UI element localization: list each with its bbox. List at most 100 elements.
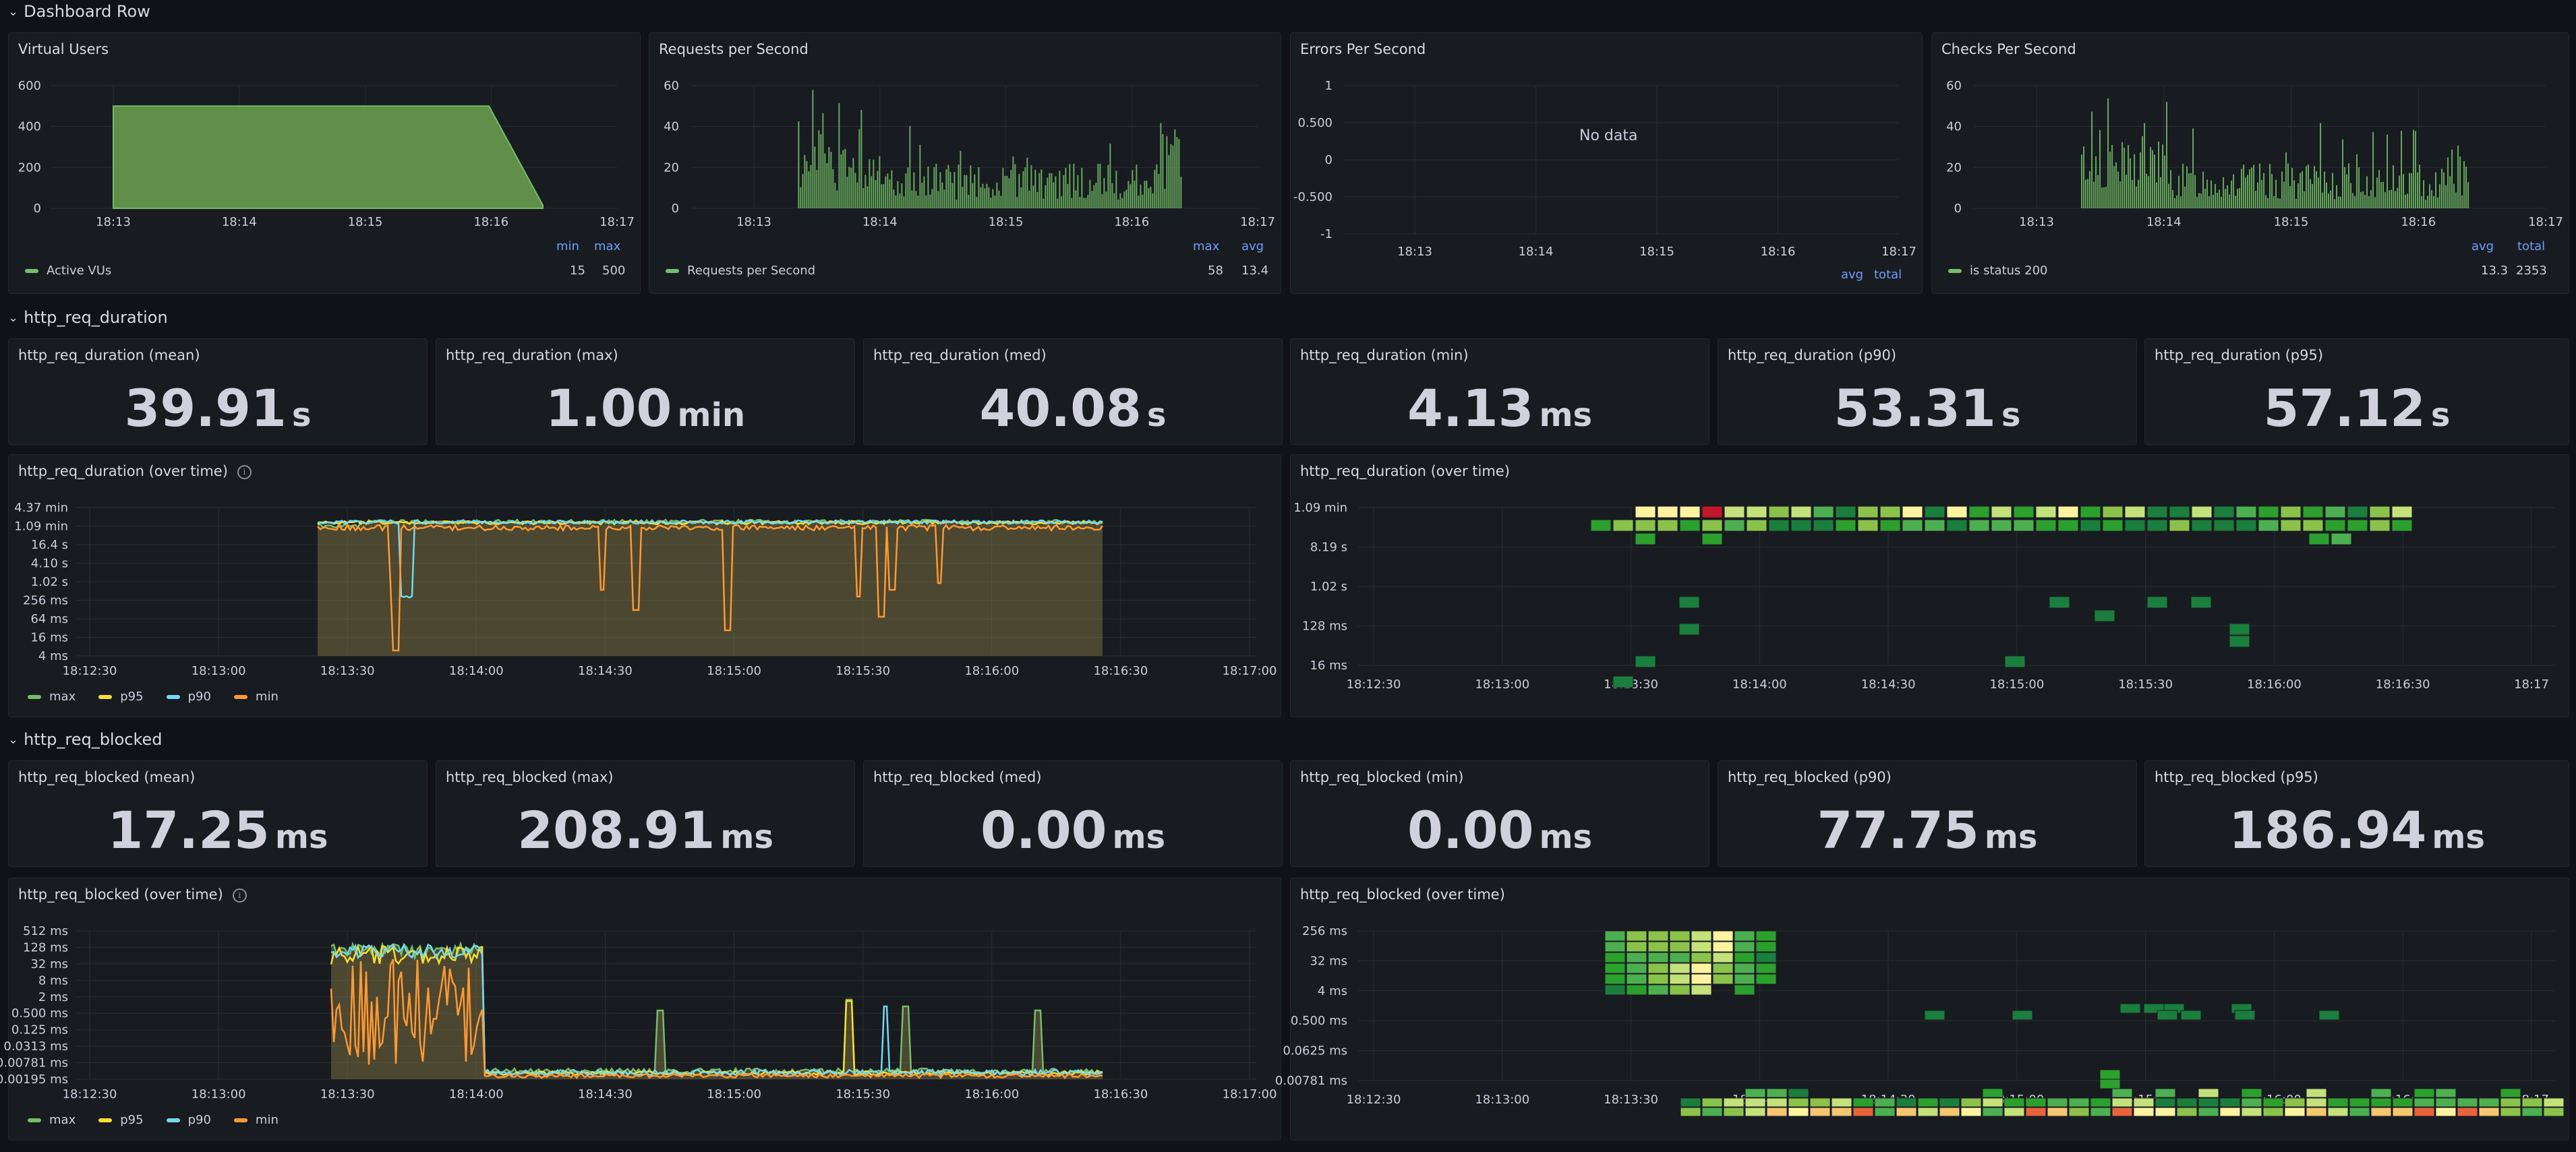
- legend-header-max[interactable]: max: [594, 239, 621, 253]
- heatmap-cell: [2035, 506, 2057, 518]
- bar: [1093, 185, 1095, 208]
- series-color-swatch: [98, 1118, 113, 1122]
- heatmap-cell: [2049, 596, 2070, 609]
- bar: [1065, 167, 1067, 208]
- heatmap-cell: [1669, 930, 1691, 942]
- legend-header-total[interactable]: total: [2517, 239, 2546, 253]
- stat-panel[interactable]: http_req_duration (p90) 53.31 s: [1718, 338, 2137, 445]
- heatmap-cell: [1590, 519, 1612, 532]
- bar: [2415, 131, 2417, 208]
- legend-item[interactable]: p95: [98, 1113, 144, 1127]
- heatmap-cell: [1657, 519, 1678, 532]
- bar: [2352, 193, 2354, 208]
- heatmap-cell: [1604, 930, 1626, 942]
- panel-http-req-duration-over-time[interactable]: http_req_duration (over time) i 4.37 min 1…: [8, 454, 1281, 717]
- heatmap-cell: [2176, 1107, 2198, 1117]
- heatmap-cell: [2094, 609, 2115, 622]
- heatmap-cell: [2327, 1107, 2349, 1117]
- heatmap-cell: [2133, 1097, 2155, 1108]
- info-circle-icon[interactable]: i: [237, 464, 252, 479]
- bar: [2403, 174, 2405, 208]
- bar: [2136, 186, 2138, 208]
- stat-panel[interactable]: http_req_duration (mean) 39.91 s: [8, 338, 428, 445]
- bar: [1012, 156, 1014, 208]
- stat-value: 39.91 s: [9, 378, 427, 438]
- legend-header-avg[interactable]: avg: [2471, 239, 2494, 253]
- stat-panel[interactable]: http_req_blocked (med) 0.00 ms: [863, 760, 1283, 867]
- panel-errors-per-second[interactable]: Errors Per Second 1 0.500 0 -0.500 -1 18:13 18…: [1290, 32, 1923, 294]
- legend-item[interactable]: max: [28, 690, 76, 704]
- panel-requests-per-second[interactable]: Requests per Second 60 40 20 0 18:13 18:14 18:…: [649, 32, 1281, 294]
- bar: [2455, 192, 2457, 208]
- heatmap-cell: [2521, 1097, 2543, 1108]
- panel-virtual-users[interactable]: Virtual Users 600 400 200 0 18:13 18:14 18:15 1…: [8, 32, 641, 294]
- x-tick-label: 18:14:30: [1861, 677, 1916, 692]
- heatmap-cell: [1678, 623, 1700, 636]
- bar: [877, 171, 879, 208]
- legend-item[interactable]: min: [233, 690, 279, 704]
- heatmap-cell: [1831, 1097, 1852, 1108]
- stat-panel[interactable]: http_req_duration (min) 4.13 ms: [1290, 338, 1709, 445]
- stat-value: 53.31 s: [1718, 378, 2136, 438]
- legend-header-max[interactable]: max: [1193, 239, 1220, 253]
- bar: [2221, 196, 2223, 208]
- info-circle-icon[interactable]: i: [232, 888, 247, 903]
- row-header-http-req-duration[interactable]: ⌄ http_req_duration: [8, 306, 168, 329]
- legend-item[interactable]: Active VUs: [25, 264, 111, 278]
- bar: [2196, 196, 2198, 208]
- legend-header-total[interactable]: total: [1874, 268, 1902, 282]
- stat-panel[interactable]: http_req_duration (p95) 57.12 s: [2144, 338, 2569, 445]
- heatmap-cell: [2111, 1097, 2133, 1108]
- y-tick-label: 1: [1325, 79, 1333, 93]
- heatmap-cell: [2124, 519, 2146, 532]
- legend-item[interactable]: p90: [166, 1113, 211, 1127]
- bar: [2279, 198, 2281, 208]
- heatmap-cell: [2119, 1003, 2141, 1014]
- heatmap-cell: [2229, 635, 2250, 648]
- panel-http-req-blocked-heatmap[interactable]: http_req_blocked (over time) 256 ms 32 ms…: [1275, 878, 2569, 1141]
- bar: [800, 187, 802, 208]
- stat-panel[interactable]: http_req_blocked (max) 208.91 ms: [436, 760, 855, 867]
- legend-item[interactable]: is status 200: [1948, 264, 2048, 278]
- stat-panel[interactable]: http_req_blocked (p95) 186.94 ms: [2144, 760, 2569, 867]
- bar: [879, 156, 881, 208]
- legend-item[interactable]: p95: [98, 690, 144, 704]
- heatmap-cell: [2284, 1097, 2306, 1108]
- heatmap-cell: [1626, 930, 1647, 942]
- row-header-http-req-blocked[interactable]: ⌄ http_req_blocked: [8, 728, 163, 751]
- stat-value: 17.25 ms: [9, 800, 427, 860]
- heatmap-cell: [2258, 519, 2279, 532]
- heatmap-cell: [2111, 1107, 2133, 1117]
- x-tick-label: 18:14: [1519, 245, 1554, 259]
- legend: Requests per Second: [666, 264, 815, 278]
- panel-http-req-blocked-over-time[interactable]: http_req_blocked (over time) i 512 ms 128 …: [0, 878, 1281, 1141]
- bar: [2124, 148, 2126, 208]
- panel-checks-per-second[interactable]: Checks Per Second 60 40 20 0 18:13 18:14 18:15…: [1931, 32, 2569, 294]
- stat-panel[interactable]: http_req_blocked (min) 0.00 ms: [1290, 760, 1709, 867]
- legend-item[interactable]: max: [28, 1113, 76, 1127]
- stat-panel[interactable]: http_req_blocked (p90) 77.75 ms: [1718, 760, 2137, 867]
- stat-panel[interactable]: http_req_blocked (mean) 17.25 ms: [8, 760, 428, 867]
- x-tick-label: 18:17: [599, 215, 635, 229]
- heatmap-cell: [1745, 1088, 1766, 1098]
- bar: [1073, 163, 1075, 208]
- heatmap-cell: [1755, 952, 1777, 963]
- panel-http-req-duration-heatmap[interactable]: http_req_duration (over time) 1.09 min 8.…: [1290, 454, 2569, 717]
- legend-header-min[interactable]: min: [556, 239, 579, 253]
- bar: [933, 166, 935, 208]
- heatmap-cell: [1968, 519, 1990, 532]
- legend-item[interactable]: Requests per Second: [666, 264, 815, 278]
- panel-title-text: http_req_duration (over time): [18, 463, 228, 479]
- bar: [927, 166, 929, 208]
- legend-item[interactable]: min: [233, 1113, 279, 1127]
- row-header-dashboard[interactable]: ⌄ Dashboard Row: [8, 0, 150, 23]
- stat-panel[interactable]: http_req_duration (max) 1.00 min: [436, 338, 855, 445]
- x-tick-label: 18:13:30: [1604, 1093, 1658, 1107]
- bar: [2304, 191, 2306, 208]
- bar: [2459, 156, 2461, 208]
- legend-header-avg[interactable]: avg: [1241, 239, 1264, 253]
- heatmap-cell: [1657, 506, 1678, 518]
- legend-item[interactable]: p90: [166, 690, 211, 704]
- stat-panel[interactable]: http_req_duration (med) 40.08 s: [863, 338, 1283, 445]
- legend-header-avg[interactable]: avg: [1841, 268, 1864, 282]
